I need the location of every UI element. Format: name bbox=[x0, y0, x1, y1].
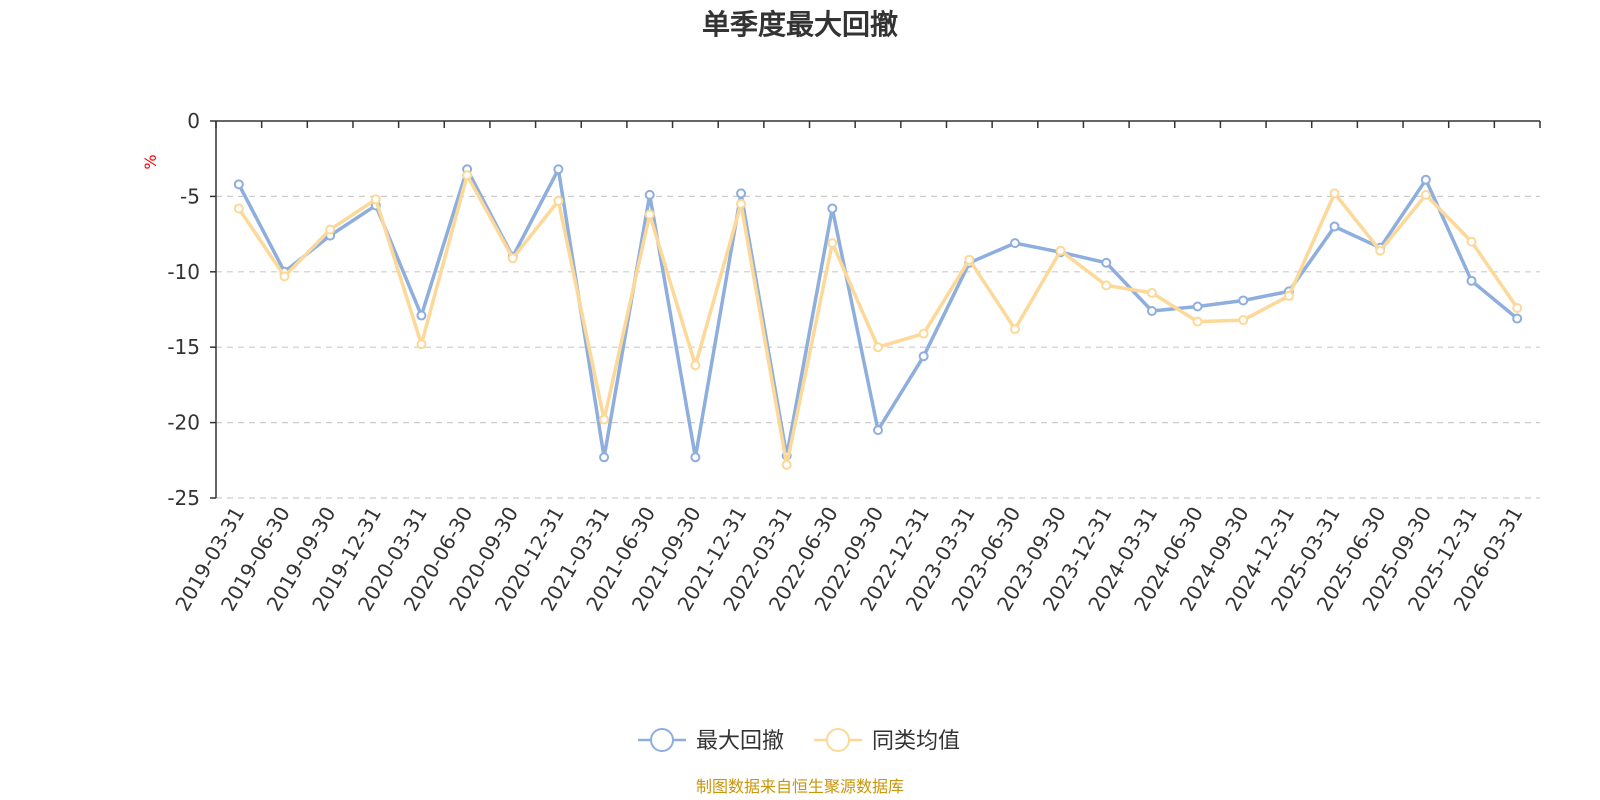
data-point bbox=[1283, 290, 1294, 301]
legend-label: 最大回撤 bbox=[696, 729, 784, 754]
legend-label: 同类均值 bbox=[872, 729, 960, 754]
data-point bbox=[1512, 302, 1523, 313]
data-point bbox=[918, 328, 929, 339]
data-point bbox=[964, 254, 975, 265]
data-point bbox=[644, 189, 655, 200]
data-point bbox=[599, 414, 610, 425]
legend-item-1[interactable]: 最大回撤 bbox=[638, 728, 784, 754]
data-point bbox=[553, 195, 564, 206]
y-tick-label: -20 bbox=[167, 411, 200, 435]
source-note: 制图数据来自恒生聚源数据库 bbox=[696, 777, 904, 796]
data-point bbox=[781, 459, 792, 470]
series-line bbox=[237, 173, 1519, 467]
data-point bbox=[462, 170, 473, 181]
data-point bbox=[416, 339, 427, 350]
data-point bbox=[1466, 236, 1477, 247]
data-point bbox=[1466, 275, 1477, 286]
data-point bbox=[370, 194, 381, 205]
data-point bbox=[873, 425, 883, 436]
data-point bbox=[1329, 188, 1340, 199]
y-tick-label: -5 bbox=[180, 184, 200, 208]
data-point bbox=[1375, 245, 1386, 256]
data-point bbox=[1192, 316, 1203, 327]
data-point bbox=[736, 188, 747, 199]
data-point bbox=[1009, 324, 1020, 335]
legend-marker-icon bbox=[826, 728, 850, 752]
data-point bbox=[1420, 174, 1431, 185]
y-axis-unit: % bbox=[141, 154, 160, 169]
data-point bbox=[1101, 280, 1112, 291]
chart-title: 单季度最大回撤 bbox=[702, 8, 898, 41]
legend-item-2[interactable]: 同类均值 bbox=[814, 728, 960, 754]
legend-marker-icon bbox=[650, 728, 674, 752]
data-point bbox=[1101, 257, 1112, 268]
data-point bbox=[690, 452, 701, 463]
y-tick-label: -15 bbox=[167, 335, 200, 359]
data-point bbox=[233, 203, 244, 214]
data-point bbox=[1146, 306, 1157, 317]
data-point bbox=[690, 360, 701, 371]
data-point bbox=[918, 351, 929, 362]
data-point bbox=[1512, 313, 1523, 324]
legend[interactable]: 最大回撤 同类均值 bbox=[638, 728, 960, 754]
data-point bbox=[1192, 301, 1203, 312]
data-point bbox=[507, 253, 518, 264]
data-point bbox=[827, 203, 838, 214]
data-point bbox=[1009, 238, 1020, 249]
data-point bbox=[325, 224, 336, 235]
data-point bbox=[1055, 245, 1066, 256]
data-point bbox=[827, 238, 838, 249]
data-point bbox=[736, 198, 747, 209]
series-layer bbox=[233, 164, 1523, 470]
data-point bbox=[233, 179, 244, 190]
y-tick-label: -10 bbox=[167, 260, 200, 284]
y-tick-label: 0 bbox=[187, 109, 200, 133]
data-point bbox=[1238, 295, 1249, 306]
data-point bbox=[873, 342, 883, 353]
data-point bbox=[644, 209, 655, 220]
data-point bbox=[1329, 221, 1340, 232]
data-point bbox=[1238, 315, 1249, 326]
data-point bbox=[599, 452, 610, 463]
data-point bbox=[279, 271, 290, 282]
data-point bbox=[416, 310, 427, 321]
data-point bbox=[553, 164, 564, 175]
data-point bbox=[1420, 189, 1431, 200]
series-2 bbox=[233, 170, 1523, 470]
data-point bbox=[1146, 287, 1157, 298]
y-tick-label: -25 bbox=[167, 486, 200, 510]
axes: 0-5-10-15-20-252019-03-312019-06-302019-… bbox=[167, 109, 1541, 615]
